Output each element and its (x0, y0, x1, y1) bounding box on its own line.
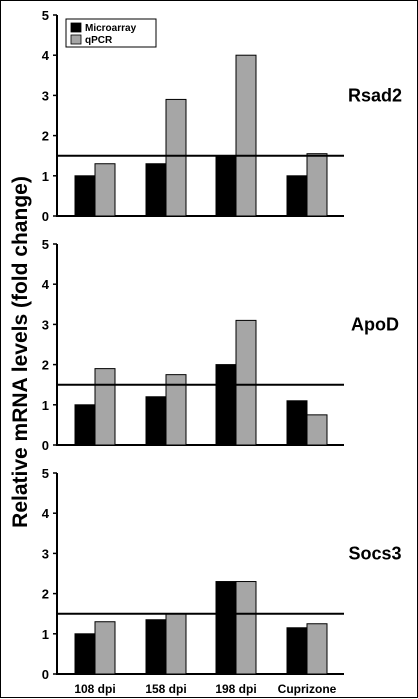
legend-swatch (70, 34, 82, 45)
bar-qpcr (235, 319, 257, 446)
x-tick-label: Cuprizone (278, 682, 337, 696)
legend-label: Microarray (85, 23, 137, 34)
bar-qpcr (306, 153, 328, 217)
bar-qpcr (235, 581, 257, 675)
y-tick-label: 5 (42, 466, 49, 481)
bar-microarray (74, 633, 96, 675)
gene-label: ApoD (351, 314, 399, 334)
bar-qpcr (165, 613, 187, 675)
bar-microarray (74, 175, 96, 217)
bar-qpcr (306, 623, 328, 675)
y-tick-label: 3 (42, 546, 49, 561)
gene-label: Socs3 (348, 543, 401, 563)
y-tick-label: 2 (42, 587, 49, 602)
y-tick-label: 2 (42, 129, 49, 144)
bar-microarray (145, 163, 167, 217)
chart-panel-apod: 0 1 2 3 4 5 ApoD (42, 237, 399, 453)
bar-microarray (145, 396, 167, 446)
y-tick-label: 5 (42, 237, 49, 252)
bar-microarray (286, 400, 308, 446)
bar-qpcr (94, 163, 116, 217)
x-tick-label: 198 dpi (215, 682, 256, 696)
y-tick-label: 0 (42, 209, 49, 224)
y-tick-label: 3 (42, 317, 49, 332)
bar-qpcr (94, 621, 116, 675)
y-tick-label: 1 (42, 627, 49, 642)
y-tick-label: 2 (42, 358, 49, 373)
bar-qpcr (235, 54, 257, 217)
y-tick-label: 0 (42, 438, 49, 453)
bar-microarray (215, 155, 237, 217)
y-tick-label: 4 (42, 48, 50, 63)
bar-qpcr (165, 374, 187, 446)
chart-panel-socs3: 0 1 2 3 4 5 Socs3 108 dpi 158 dpi 198 dpi Cuprizon… (42, 466, 402, 696)
y-tick-label: 3 (42, 88, 49, 103)
bar-microarray (215, 581, 237, 675)
y-tick-label: 1 (42, 169, 49, 184)
y-tick-label: 4 (42, 506, 50, 521)
legend-swatch (70, 22, 82, 33)
y-tick-label: 1 (42, 398, 49, 413)
bar-microarray (286, 175, 308, 217)
bar-microarray (74, 404, 96, 446)
y-tick-label: 0 (42, 667, 49, 682)
bar-microarray (215, 364, 237, 446)
bar-qpcr (94, 368, 116, 446)
legend-label: qPCR (85, 35, 113, 46)
bar-qpcr (306, 414, 328, 446)
gene-label: Rsad2 (348, 85, 402, 105)
y-tick-label: 4 (42, 277, 50, 292)
bar-qpcr (165, 98, 187, 217)
x-tick-label: 158 dpi (145, 682, 186, 696)
bar-microarray (286, 627, 308, 675)
y-axis-label: Relative mRNA levels (fold change) (9, 176, 32, 528)
x-tick-label: 108 dpi (74, 682, 115, 696)
y-tick-label: 5 (42, 8, 49, 23)
bar-microarray (145, 619, 167, 675)
